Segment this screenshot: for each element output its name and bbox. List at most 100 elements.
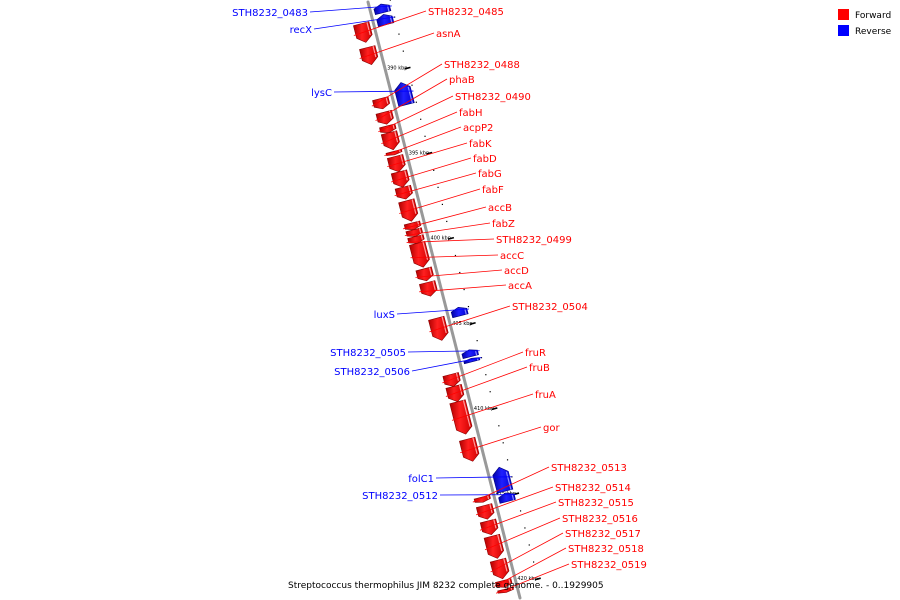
gene-label-fabh[interactable]: fabH: [459, 108, 483, 119]
gene-leader-line: [494, 547, 567, 587]
ruler-minor-tick: [528, 544, 530, 546]
gene-leader-line: [378, 95, 454, 133]
gene-label-phab[interactable]: phaB: [449, 75, 475, 86]
gene-arrow-highlight: [503, 558, 508, 572]
gene-label-sth8232-0504[interactable]: STH8232_0504: [512, 302, 588, 313]
gene-label-sth8232-0517[interactable]: STH8232_0517: [565, 529, 641, 540]
gene-label-luxs[interactable]: luxS: [374, 310, 395, 321]
gene-arrow-sth8232-0499[interactable]: [407, 234, 425, 244]
ruler-tick-label: 405 kbp: [452, 321, 472, 327]
genome-caption: Streptococcus thermophilus JIM 8232 comp…: [288, 581, 604, 591]
gene-arrow-highlight: [385, 96, 389, 104]
gene-arrow-highlight: [400, 154, 404, 166]
ruler-minor-tick: [467, 305, 470, 308]
gene-arrow-acca[interactable]: [419, 280, 438, 297]
gene-arrow-highlight: [418, 228, 422, 233]
gene-arrow-highlight: [394, 131, 399, 143]
gene-label-fabg[interactable]: fabG: [478, 169, 502, 180]
gene-label-sth8232-0499[interactable]: STH8232_0499: [496, 235, 572, 246]
ruler-tick-label: 410 kbp: [474, 406, 494, 412]
gene-arrow-phab[interactable]: [375, 109, 394, 125]
gene-label-sth8232-0505[interactable]: STH8232_0505: [330, 348, 406, 359]
ruler-minor-tick: [402, 50, 404, 52]
ruler-minor-tick: [433, 169, 435, 171]
ruler-minor-tick: [454, 254, 457, 257]
gene-arrow-highlight: [497, 534, 503, 552]
gene-arrow-fabd[interactable]: [390, 169, 410, 188]
gene-label-sth8232-0514[interactable]: STH8232_0514: [555, 483, 631, 494]
gene-arrow-highlight: [411, 199, 417, 214]
gene-label-sth8232-0513[interactable]: STH8232_0513: [551, 463, 627, 474]
gene-label-sth8232-0483[interactable]: STH8232_0483: [232, 8, 308, 19]
gene-arrow-highlight: [441, 316, 447, 334]
gene-label-recx[interactable]: recX: [290, 25, 313, 36]
ruler-minor-tick: [506, 459, 509, 461]
gene-label-frur[interactable]: fruR: [525, 348, 546, 359]
gene-label-sth8232-0490[interactable]: STH8232_0490: [455, 92, 531, 103]
gene-arrow-sth8232-0518[interactable]: [495, 578, 513, 588]
gene-leader-line: [407, 350, 480, 353]
gene-label-accc[interactable]: accC: [500, 251, 524, 262]
gene-label-sth8232-0506[interactable]: STH8232_0506: [334, 367, 410, 378]
gene-arrow-highlight: [493, 519, 497, 529]
ruler-major-tick: [447, 236, 455, 240]
gene-arrow-frua[interactable]: [449, 399, 473, 435]
gene-arrow-sth8232-0513[interactable]: [473, 494, 491, 503]
gene-label-folc1[interactable]: folC1: [408, 474, 434, 485]
gene-label-sth8232-0512[interactable]: STH8232_0512: [362, 491, 438, 502]
gene-arrow-highlight: [417, 221, 420, 227]
gene-label-fabf[interactable]: fabF: [482, 185, 504, 196]
gene-label-frub[interactable]: fruB: [529, 363, 550, 374]
ruler-minor-tick: [463, 288, 465, 291]
gene-label-accd[interactable]: accD: [504, 266, 529, 277]
gene-leader-line: [309, 5, 392, 13]
gene-arrow-highlight: [408, 185, 412, 194]
ruler-minor-tick: [446, 220, 448, 223]
gene-leader-line: [415, 269, 503, 278]
legend-reverse-label: Reverse: [855, 27, 892, 37]
gene-leader-line: [475, 486, 554, 516]
gene-label-asna[interactable]: asnA: [436, 29, 461, 40]
ruler-minor-tick: [480, 357, 483, 359]
gene-label-accb[interactable]: accB: [488, 203, 512, 214]
gene-arrow-folc1[interactable]: [492, 466, 514, 494]
ruler-minor-tick: [502, 442, 504, 444]
gene-leader-line: [371, 63, 443, 107]
gene-arrow-fabg[interactable]: [394, 184, 413, 200]
gene-leader-line: [313, 16, 395, 30]
gene-label-sth8232-0515[interactable]: STH8232_0515: [558, 498, 634, 509]
gene-label-sth8232-0519[interactable]: STH8232_0519: [571, 560, 647, 571]
gene-label-gor[interactable]: gor: [543, 423, 560, 434]
gene-arrow-fabz[interactable]: [405, 227, 423, 237]
ruler-minor-tick: [485, 374, 487, 376]
gene-label-sth8232-0516[interactable]: STH8232_0516: [562, 514, 638, 525]
gene-leader-line: [333, 90, 414, 93]
gene-arrow-sth8232-0488[interactable]: [372, 96, 391, 110]
gene-arrow-sth8232-0490[interactable]: [379, 123, 397, 134]
gene-leader-line: [403, 206, 487, 230]
ruler-major-tick: [404, 66, 411, 70]
gene-label-lysc[interactable]: lysC: [311, 88, 332, 99]
gene-arrow-sth8232-0519[interactable]: [497, 586, 514, 594]
gene-leader-line: [359, 32, 435, 59]
gene-arrow-highlight: [407, 86, 413, 104]
gene-label-fabz[interactable]: fabZ: [492, 219, 515, 230]
gene-labels: STH8232_0483 recX STH8232_0485 asnA lysC STH8…: [232, 5, 647, 594]
gene-arrow-sth8232-0517[interactable]: [489, 557, 510, 580]
gene-label-sth8232-0485[interactable]: STH8232_0485: [428, 7, 504, 18]
gene-arrow-fabk[interactable]: [386, 154, 406, 173]
gene-leader-line: [484, 517, 561, 551]
gene-arrow-highlight: [508, 578, 511, 584]
gene-arrow-highlight: [510, 587, 513, 590]
gene-label-sth8232-0518[interactable]: STH8232_0518: [568, 544, 644, 555]
gene-leader-line: [495, 563, 570, 594]
gene-label-fabd[interactable]: fabD: [473, 154, 497, 165]
gene-leader-line: [394, 172, 477, 196]
ruler-minor-tick: [476, 340, 478, 342]
gene-label-acca[interactable]: accA: [508, 281, 532, 292]
gene-label-acpp2[interactable]: acpP2: [463, 123, 493, 134]
gene-label-fabk[interactable]: fabK: [469, 139, 492, 150]
gene-label-frua[interactable]: fruA: [535, 390, 556, 401]
gene-arrow-sth8232-0485[interactable]: [353, 21, 373, 43]
gene-label-sth8232-0488[interactable]: STH8232_0488: [444, 60, 520, 71]
